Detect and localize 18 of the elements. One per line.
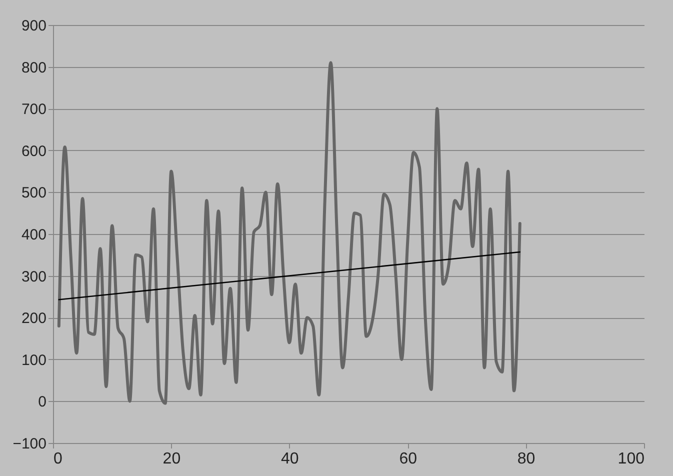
x-tick-label: 100 [618,450,645,468]
y-tick-label: 200 [21,310,46,328]
y-tick-label: 900 [21,18,46,34]
x-tick-label: 60 [399,450,418,468]
x-tick-label: 80 [517,450,536,468]
y-tick-label: 800 [21,59,46,76]
line-series [57,61,522,405]
y-tick-label: 100 [21,352,46,369]
y-tick-label: −100 [12,436,46,452]
y-tick-label: 500 [21,184,46,202]
y-tick-label: 600 [21,142,46,160]
y-tick-label: 700 [21,101,46,118]
y-tick-label: 400 [21,226,46,244]
x-tick-label: 0 [54,450,62,468]
y-tick-label: 300 [21,268,46,286]
y-tick-label: 0 [38,394,46,411]
x-tick-label: 20 [162,450,181,468]
x-tick-label: 40 [281,450,299,468]
